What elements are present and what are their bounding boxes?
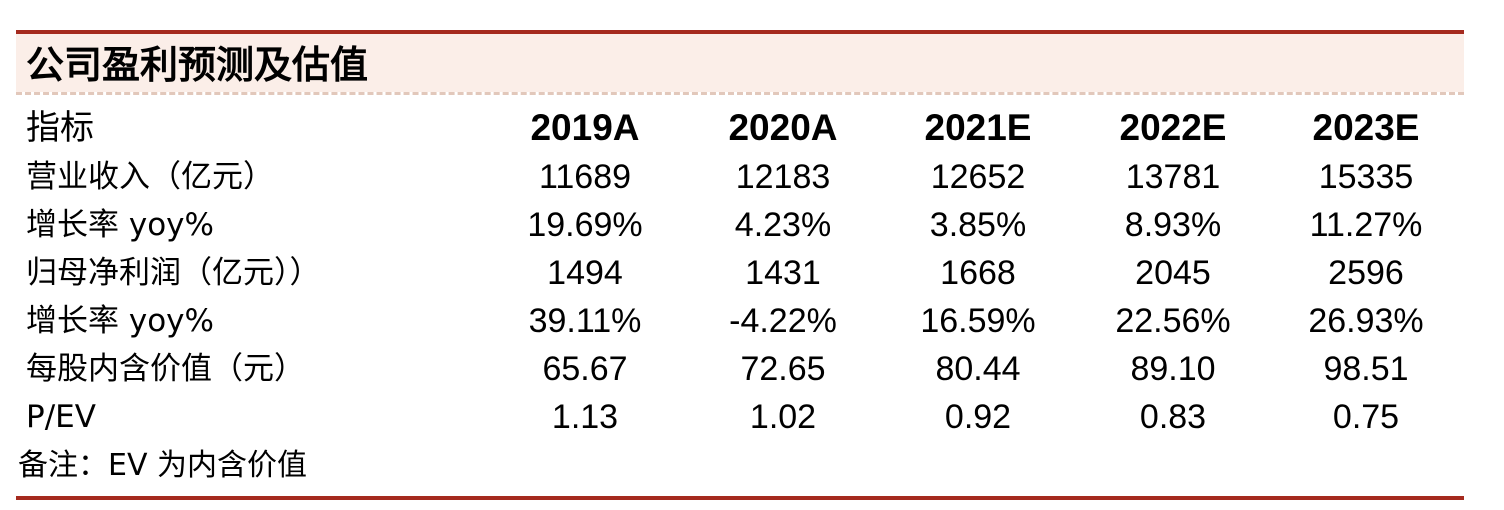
table-row: 增长率 yoy% 39.11% -4.22% 16.59% 22.56% 26.… <box>16 297 1464 345</box>
table-cell: 2045 <box>1135 254 1211 292</box>
table-cell: -4.22% <box>729 302 837 340</box>
table-note: 备注：EV 为内含价值 <box>18 448 308 483</box>
table-cell: 1431 <box>745 254 821 292</box>
row-label: P/EV <box>26 399 96 435</box>
table-cell: 3.85% <box>929 206 1027 244</box>
table-row: 每股内含价值（元） 65.67 72.65 80.44 89.10 98.51 <box>16 345 1464 393</box>
row-label: 增长率 yoy% <box>26 207 214 243</box>
table-cell: 65.67 <box>542 350 628 388</box>
table-cell: 19.69% <box>527 206 643 244</box>
table-row: 增长率 yoy% 19.69% 4.23% 3.85% 8.93% 11.27% <box>16 201 1464 249</box>
table-cell: 1.02 <box>749 398 817 436</box>
table-cell: 16.59% <box>920 302 1036 340</box>
table-cell: 26.93% <box>1308 302 1424 340</box>
table-row: 归母净利润（亿元）） 1494 1431 1668 2045 2596 <box>16 249 1464 297</box>
column-header: 2019A <box>530 107 640 148</box>
table-cell: 80.44 <box>935 350 1021 388</box>
title-band: 公司盈利预测及估值 <box>16 34 1464 92</box>
column-header: 2023E <box>1312 107 1420 148</box>
table-cell: 72.65 <box>740 350 826 388</box>
table-cell: 13781 <box>1125 158 1221 196</box>
table-cell: 98.51 <box>1323 350 1409 388</box>
column-header: 2021E <box>924 107 1032 148</box>
row-label: 每股内含价值（元） <box>26 351 305 387</box>
table-cell: 0.92 <box>944 398 1012 436</box>
earnings-forecast-panel: 公司盈利预测及估值 指标 2019A 2020A 2021E 2022E 202… <box>16 30 1464 500</box>
table-row: 营业收入（亿元） 11689 12183 12652 13781 15335 <box>16 153 1464 201</box>
table-cell: 89.10 <box>1130 350 1216 388</box>
table-cell: 0.83 <box>1139 398 1207 436</box>
table-cell: 12652 <box>930 158 1026 196</box>
table-cell: 12183 <box>735 158 831 196</box>
title-separator <box>16 92 1464 95</box>
table-cell: 0.75 <box>1332 398 1400 436</box>
table-cell: 39.11% <box>528 302 642 340</box>
header-label: 指标 <box>26 108 94 148</box>
table-cell: 1.13 <box>551 398 619 436</box>
table-cell: 1494 <box>547 254 623 292</box>
table-cell: 22.56% <box>1115 302 1231 340</box>
top-rule <box>16 30 1464 34</box>
table-cell: 11.27% <box>1309 206 1423 244</box>
column-header: 2022E <box>1119 107 1227 148</box>
row-label: 增长率 yoy% <box>26 303 214 339</box>
table-cell: 11689 <box>538 158 632 196</box>
table-cell: 2596 <box>1328 254 1404 292</box>
column-header: 2020A <box>728 107 838 148</box>
table-cell: 15335 <box>1318 158 1414 196</box>
table-cell: 1668 <box>940 254 1016 292</box>
header-row: 指标 2019A 2020A 2021E 2022E 2023E <box>16 104 1464 152</box>
table-title: 公司盈利预测及估值 <box>26 42 369 87</box>
table-row: P/EV 1.13 1.02 0.92 0.83 0.75 <box>16 393 1464 441</box>
table-cell: 4.23% <box>734 206 832 244</box>
row-label: 归母净利润（亿元）） <box>26 255 321 291</box>
row-label: 营业收入（亿元） <box>26 159 274 195</box>
bottom-rule <box>16 496 1464 500</box>
table-cell: 8.93% <box>1124 206 1222 244</box>
